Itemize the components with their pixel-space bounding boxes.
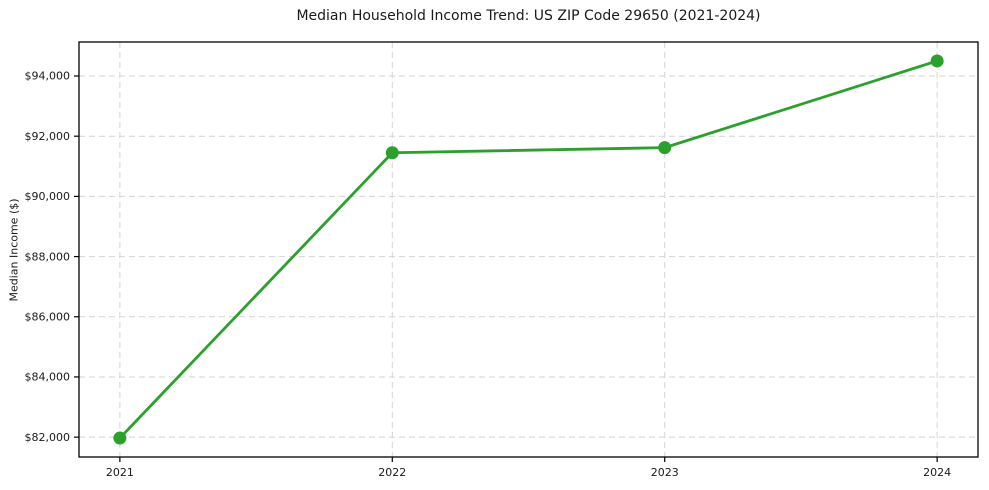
y-tick-label: $94,000 [25,70,71,83]
y-tick-label: $86,000 [25,311,71,324]
x-tick-label: 2023 [651,466,679,479]
chart-title: Median Household Income Trend: US ZIP Co… [296,8,761,24]
x-tick-label: 2021 [106,466,134,479]
data-point [113,431,127,445]
x-tick-label: 2024 [923,466,951,479]
data-point [658,141,672,155]
data-point [930,54,944,68]
y-tick-label: $88,000 [25,250,71,263]
y-tick-label: $92,000 [25,130,71,143]
trend-line [118,59,939,440]
x-tick-label: 2022 [378,466,406,479]
plot-border [78,41,979,458]
data-point [385,146,399,160]
y-tick-label: $90,000 [25,190,71,203]
y-tick-label: $82,000 [25,431,71,444]
y-tick-label: $84,000 [25,371,71,384]
